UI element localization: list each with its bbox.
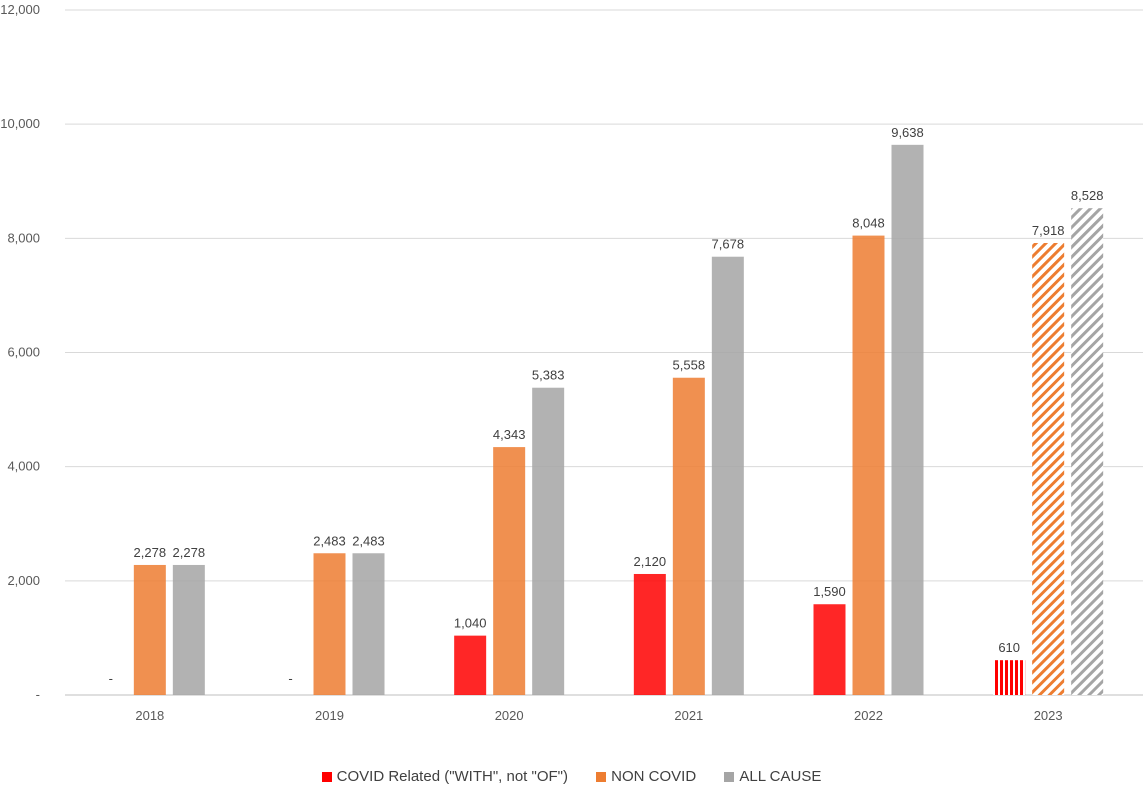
data-label: 8,048 [852,216,885,231]
data-label: 4,343 [493,427,526,442]
bar-all-2021 [711,256,744,695]
x-tick-label: 2021 [674,708,703,723]
legend-swatch-all-cause [724,771,735,782]
y-tick-label: 2,000 [7,573,40,588]
y-tick-label: - [36,687,40,702]
bar-covid-2023 [993,660,1026,695]
chart-plot-area: - 2,000 4,000 6,000 8,000 10,000 12,000 - 2,278 2… [0,2,1143,723]
x-tick-label: 2019 [315,708,344,723]
legend: COVID Related ("WITH", not "OF") NON COV… [0,768,1143,786]
bar-non-2021 [672,377,705,695]
y-tick-label: 12,000 [0,2,40,17]
y-tick-label: 8,000 [7,230,40,245]
data-label: 610 [998,640,1020,655]
y-tick-label: 10,000 [0,116,40,131]
data-label: 2,278 [173,545,206,560]
x-tick-label: 2018 [135,708,164,723]
y-tick-label: 4,000 [7,459,40,474]
bar-non-2018 [133,564,166,695]
x-tick-label: 2023 [1034,708,1063,723]
x-tick-label: 2020 [495,708,524,723]
bar-all-2020 [532,387,565,695]
data-label: 1,040 [454,616,487,631]
legend-swatch-non-covid [596,771,607,782]
bar-covid-2020 [454,635,487,695]
bar-all-2022 [891,144,924,696]
bar-all-2018 [172,564,205,695]
legend-item-covid: COVID Related ("WITH", not "OF") [321,768,568,785]
data-label: 2,278 [134,545,167,560]
bar-covid-2021 [633,573,666,695]
legend-label-covid: COVID Related ("WITH", not "OF") [336,768,568,785]
data-label: 7,678 [712,237,745,252]
y-tick-label: 6,000 [7,345,40,360]
legend-label-all-cause: ALL CAUSE [739,768,822,785]
legend-label-non-covid: NON COVID [611,768,697,785]
legend-swatch-covid [321,771,332,782]
data-label: 8,528 [1071,188,1104,203]
data-label: 2,483 [352,533,385,548]
data-label: 1,590 [813,584,846,599]
bar-non-2020 [493,447,526,695]
bar-non-2023 [1032,243,1065,695]
bar-non-2019 [313,553,346,695]
data-label: 9,638 [891,125,924,140]
data-label: 5,558 [673,358,706,373]
data-label: - [109,671,113,686]
bar-covid-2022 [813,604,846,695]
data-label: - [288,671,292,686]
data-label: 5,383 [532,368,565,383]
bar-non-2022 [852,235,885,696]
data-label: 2,120 [634,554,667,569]
x-tick-label: 2022 [854,708,883,723]
data-label: 2,483 [313,533,346,548]
data-label: 7,918 [1032,223,1065,238]
bar-all-2019 [352,553,385,695]
legend-item-all-cause: ALL CAUSE [724,768,821,785]
bar-all-2023 [1071,208,1104,695]
legend-item-non-covid: NON COVID [596,768,696,785]
